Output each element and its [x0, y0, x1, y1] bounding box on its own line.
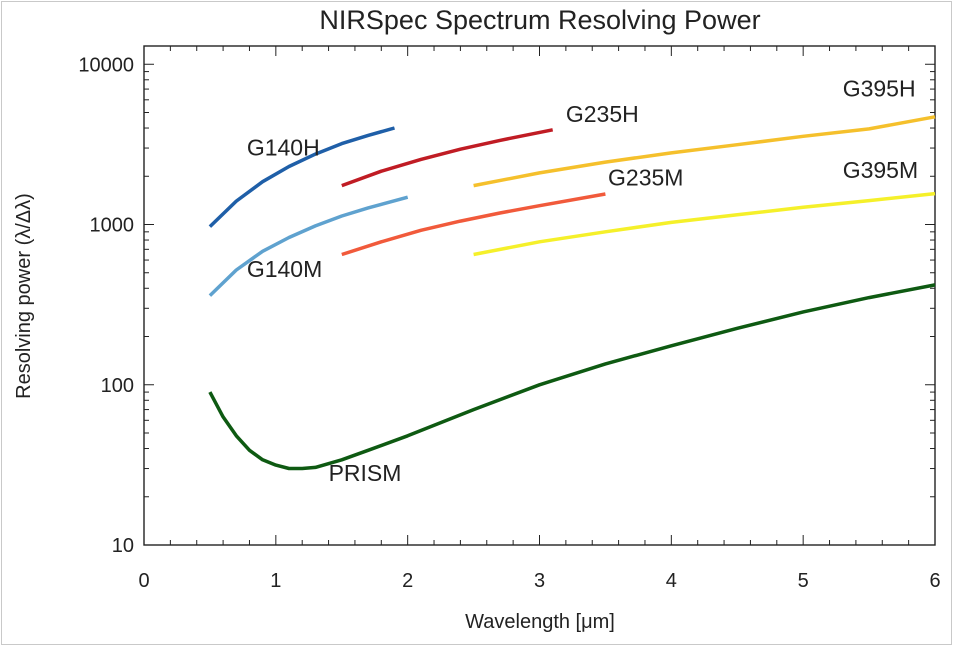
x-tick-label: 6 — [929, 570, 940, 592]
series-g235h-line — [341, 128, 554, 188]
series-label-g395h: G395H — [843, 75, 916, 101]
series-g140m-line — [208, 195, 409, 297]
y-tick-label: 10 — [112, 535, 134, 557]
chart-title: NIRSpec Spectrum Resolving Power — [319, 5, 760, 35]
series-label-prism: PRISM — [329, 460, 402, 486]
y-tick-label: 10000 — [78, 54, 134, 76]
y-axis-label: Resolving power (λ/Δλ) — [13, 193, 35, 399]
axes: 0 1 2 3 4 5 6 10 100 1000 10000 — [78, 45, 941, 592]
series-layer — [208, 115, 936, 471]
x-tick-label: 4 — [666, 570, 677, 592]
series-g140h-line — [208, 126, 395, 228]
series-label-g140h: G140H — [247, 134, 320, 160]
x-tick-label: 0 — [138, 570, 149, 592]
x-tick-label: 5 — [798, 570, 809, 592]
plot-border — [143, 45, 936, 546]
series-prism-line — [208, 283, 936, 471]
series-label-g140m: G140M — [247, 256, 322, 282]
series-label-g395m: G395M — [843, 157, 918, 183]
x-tick-label: 2 — [402, 570, 413, 592]
y-tick-label: 1000 — [90, 215, 135, 237]
x-axis-label: Wavelength [μm] — [465, 611, 615, 633]
series-g395h-line — [473, 115, 936, 188]
series-labels: G140H G140M G235H G235M G395H G395M PRISM — [247, 75, 918, 486]
series-label-g235m: G235M — [608, 165, 683, 191]
series-g235m-line — [341, 192, 606, 257]
y-tick-label: 100 — [101, 375, 134, 397]
x-tick-label: 1 — [270, 570, 281, 592]
x-tick-label: 3 — [534, 570, 545, 592]
series-g395m-line — [473, 191, 936, 257]
series-label-g235h: G235H — [566, 101, 639, 127]
